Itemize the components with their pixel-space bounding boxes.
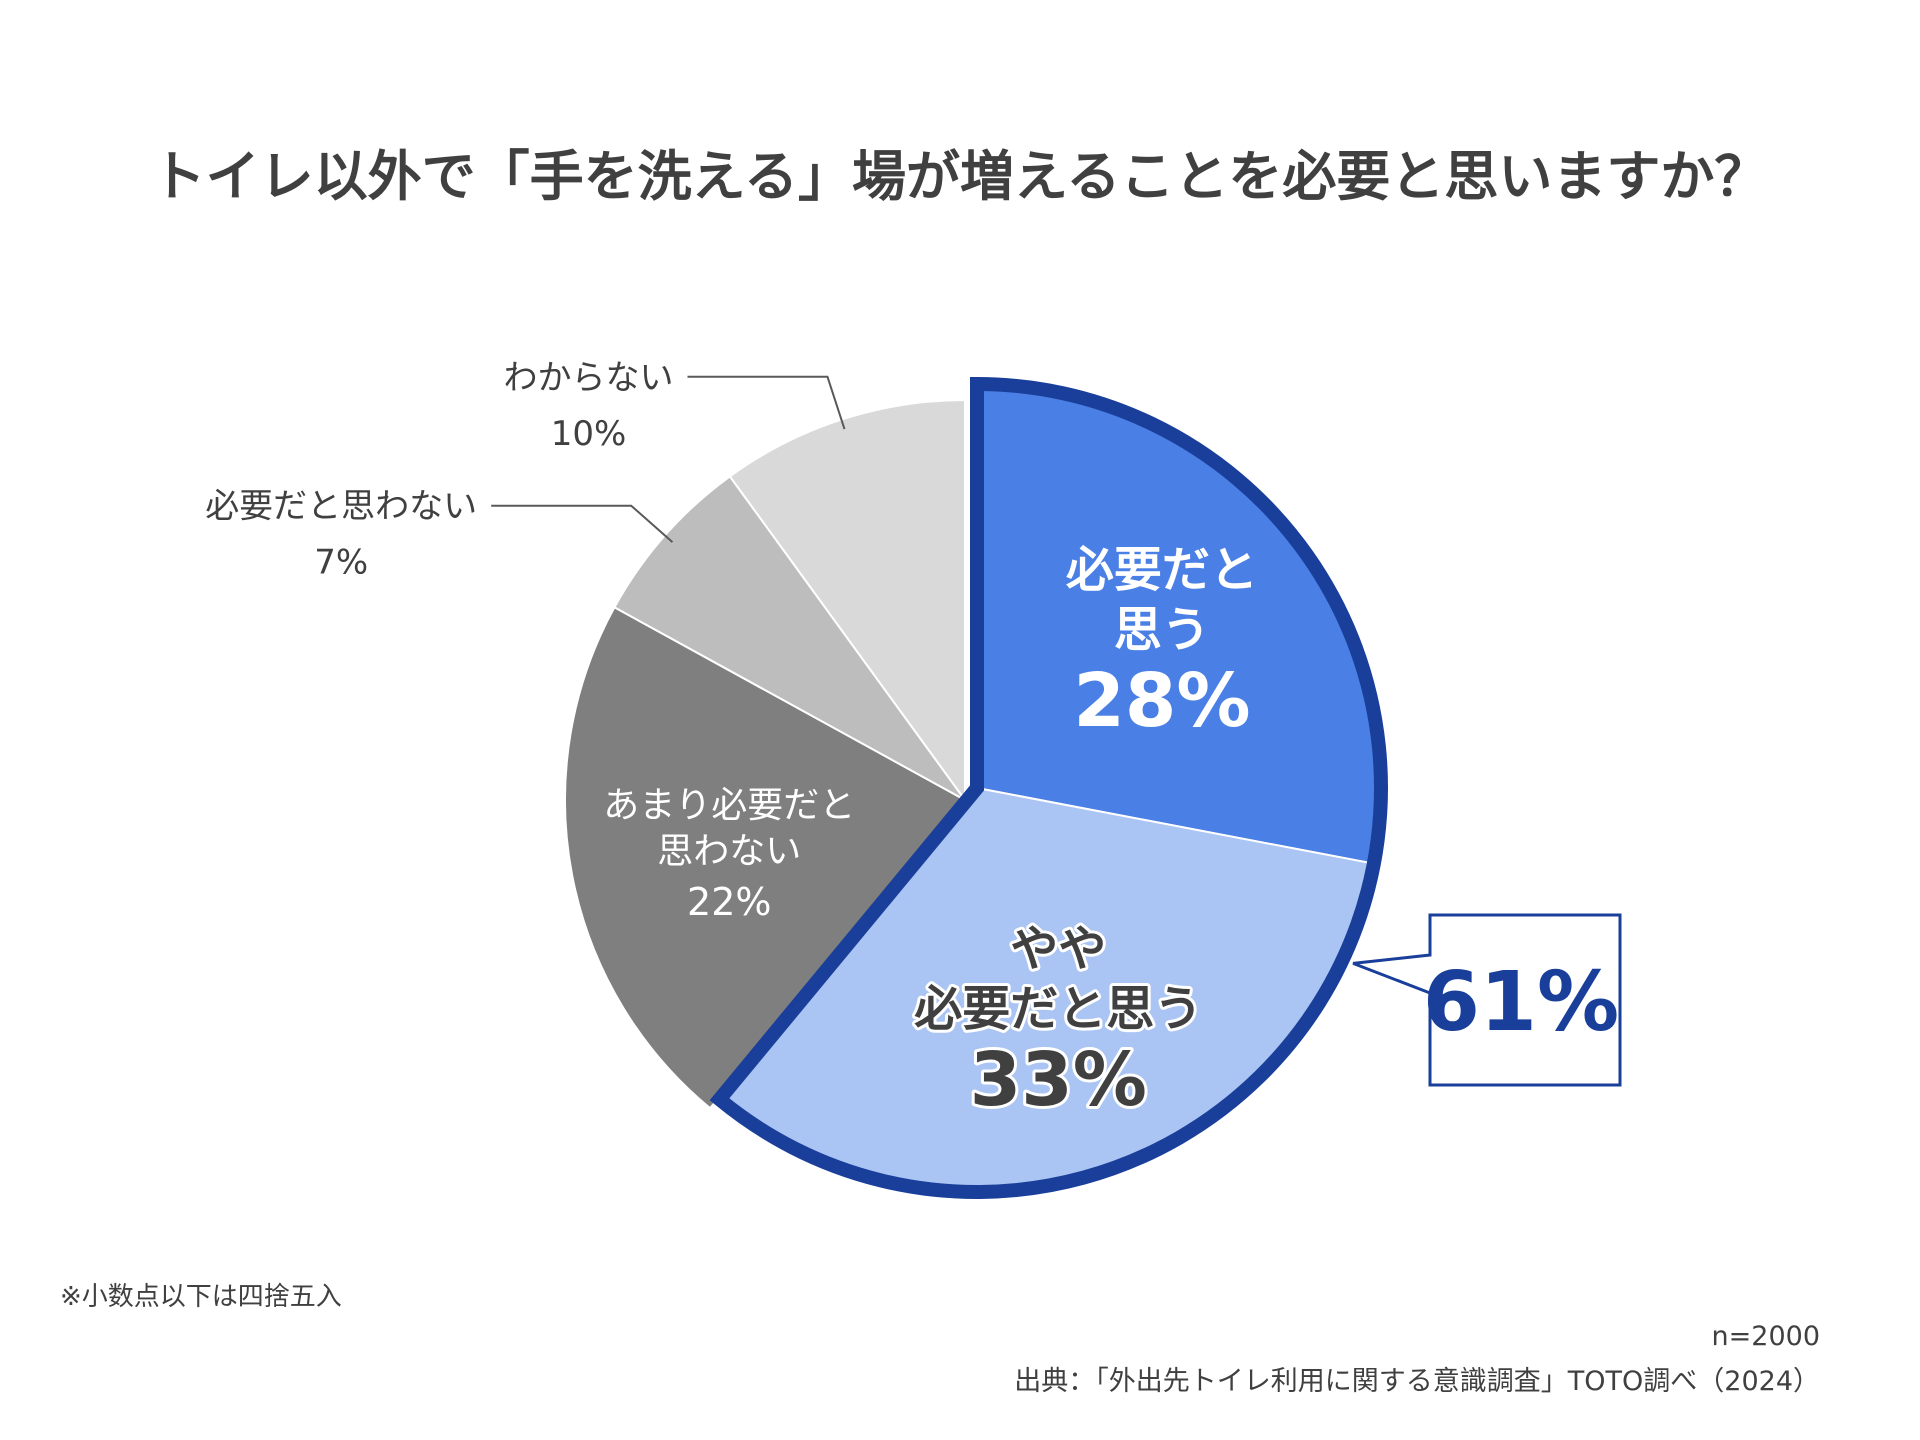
slice-label-必要だと思う-line-0: 必要だと bbox=[1066, 542, 1258, 598]
highlight-outline bbox=[709, 376, 1388, 1199]
pie-slices bbox=[564, 386, 1378, 1189]
leader-line-わからない bbox=[687, 375, 846, 430]
chart-title: トイレ以外で「手を洗える」場が増えることを必要と思いますか？ bbox=[152, 145, 1769, 208]
slice-label-やや必要だと思う-line-0: やや bbox=[1010, 921, 1106, 977]
slice-label-あまり必要だと思わない-line-1: 思わない bbox=[657, 831, 801, 872]
slice-label-必要だと思う-line-1: 思う bbox=[1114, 602, 1210, 658]
slice-label-必要だと思わない: 必要だと思わない bbox=[205, 487, 477, 527]
pie-slice-2 bbox=[564, 605, 967, 1110]
sample-size: n=2000 bbox=[1712, 1321, 1820, 1352]
leader-line-必要だと思わない bbox=[491, 504, 674, 543]
highlight-outline-path bbox=[709, 376, 1388, 1199]
slice-label-わからない: わからない bbox=[503, 358, 673, 398]
source-note: 出典：「外出先トイレ利用に関する意識調査」TOTO調べ（2024） bbox=[1014, 1366, 1820, 1397]
highlight-callout: 61% bbox=[1352, 913, 1622, 1087]
rounding-note: ※小数点以下は四捨五入 bbox=[60, 1282, 342, 1312]
slice-value-やや必要だと思う: 33% bbox=[970, 1037, 1147, 1123]
slice-value-わからない: 10% bbox=[551, 414, 627, 454]
slice-label-やや必要だと思う-line-1: 必要だと思う bbox=[914, 981, 1202, 1037]
slice-value-必要だと思わない: 7% bbox=[314, 543, 368, 583]
slice-labels: 必要だと思う28%やや必要だと思う33%あまり必要だと思わない22%必要だと思わ… bbox=[205, 358, 1258, 1126]
highlight-total-label: 61% bbox=[1423, 955, 1619, 1050]
slice-value-必要だと思う: 28% bbox=[1073, 658, 1250, 744]
slice-label-あまり必要だと思わない-line-0: あまり必要だと bbox=[603, 785, 855, 826]
slice-value-あまり必要だと思わない: 22% bbox=[687, 880, 771, 924]
callout-pointer bbox=[1352, 913, 1622, 1087]
